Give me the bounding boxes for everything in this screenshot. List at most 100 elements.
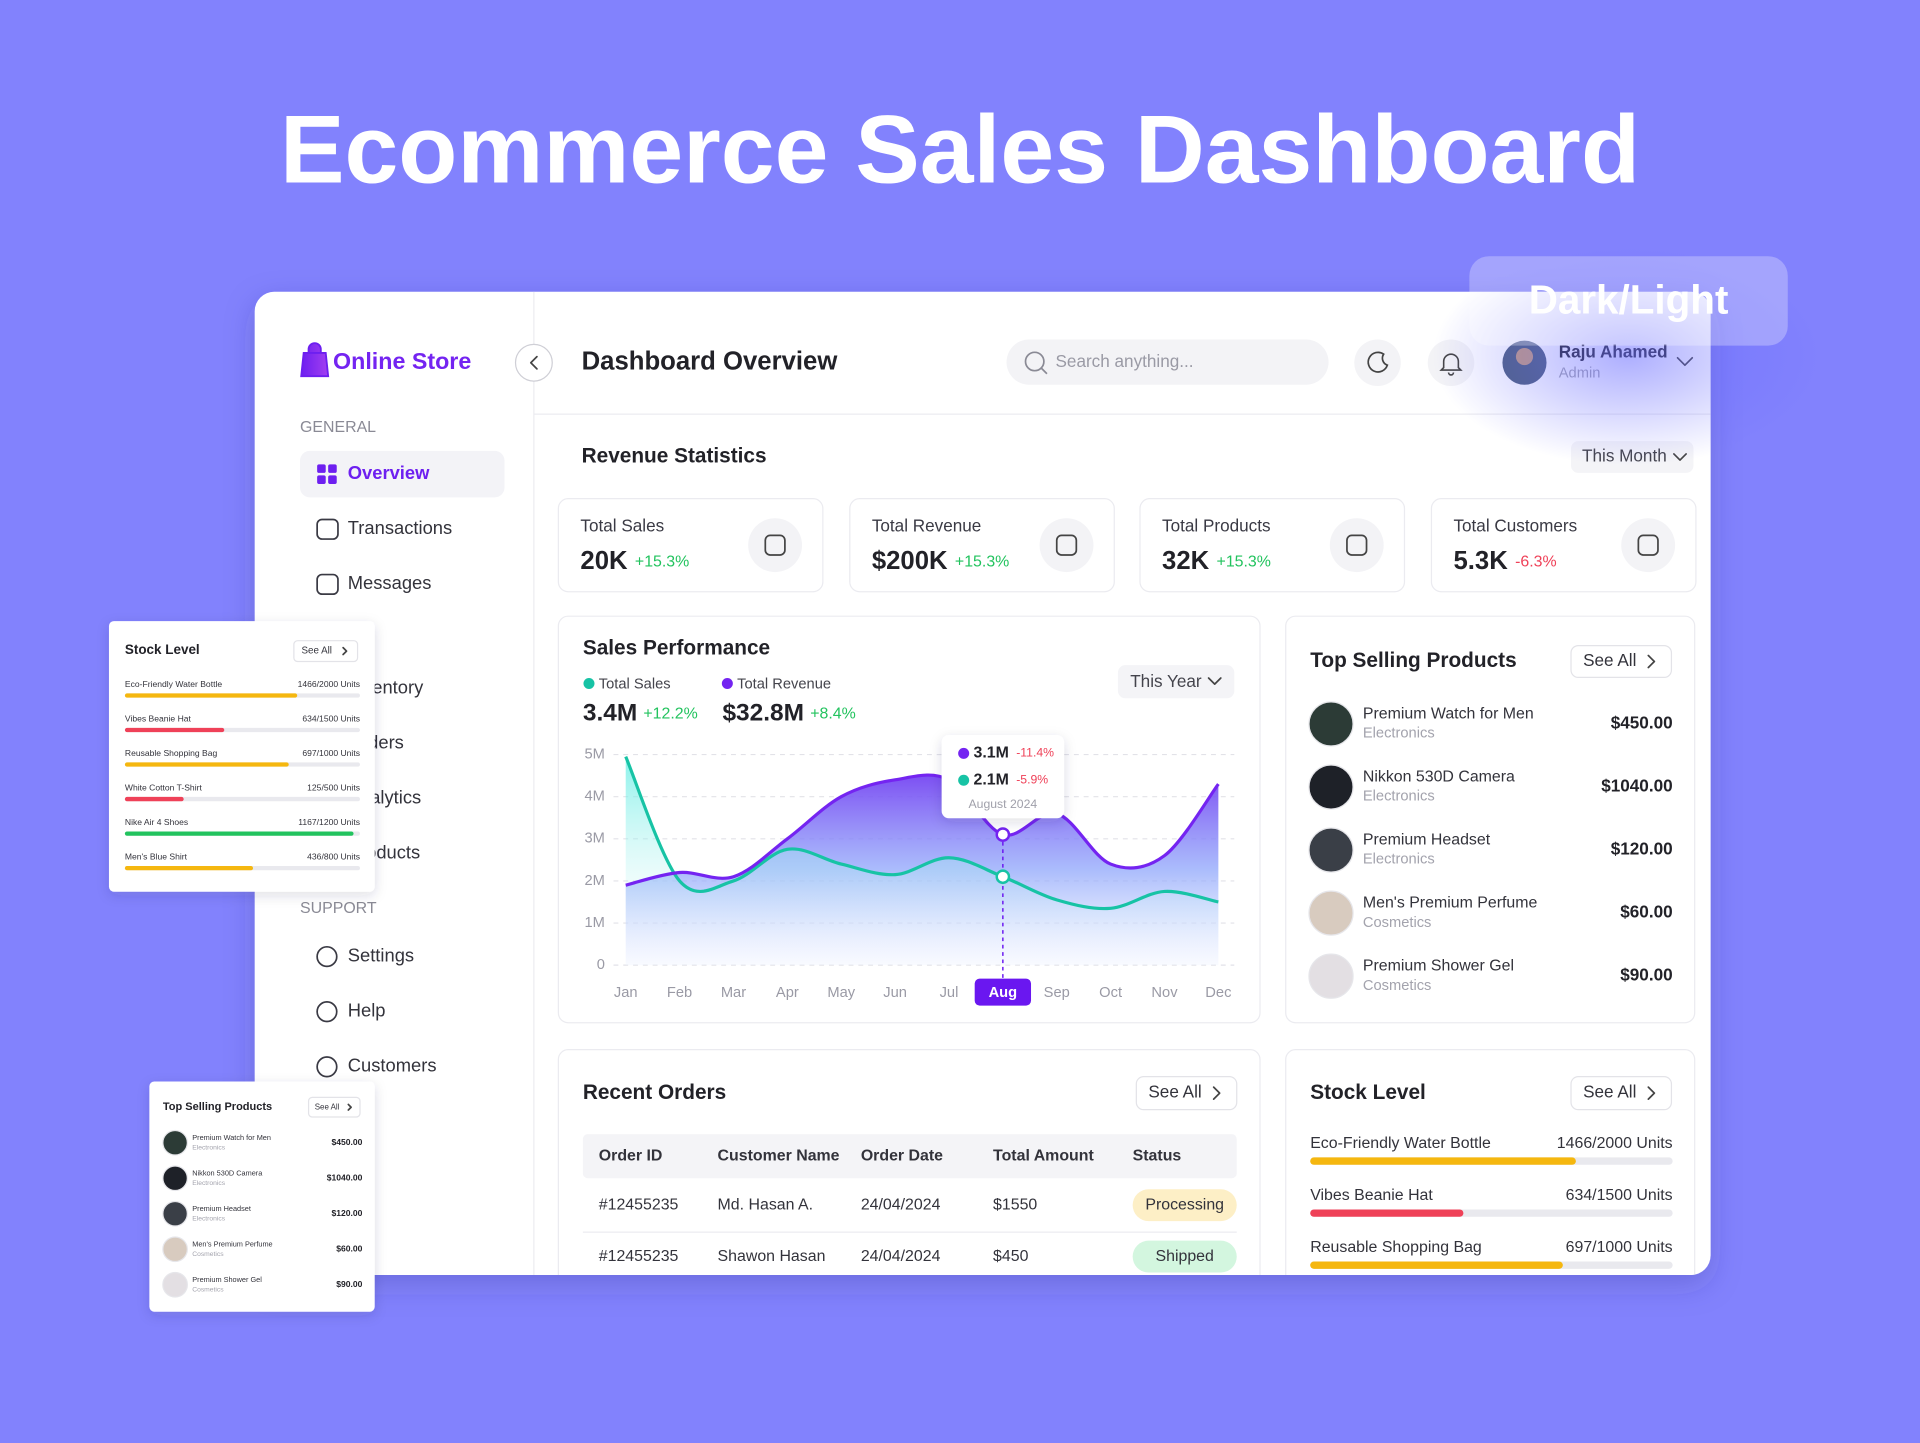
product-image xyxy=(162,1165,188,1192)
stock-units: 1167/1200 Units xyxy=(1558,1343,1673,1360)
table-header-cell: Order ID xyxy=(599,1147,663,1164)
x-highlight xyxy=(974,978,1032,1006)
stat-value: 32K xyxy=(1162,547,1210,575)
progress-bar xyxy=(1310,1157,1576,1165)
product-name: Nikkon 530D Camera xyxy=(1363,768,1515,785)
hover-point xyxy=(995,827,1011,842)
nav-item[interactable]: Transactions xyxy=(348,517,452,538)
see-all-label[interactable]: See All xyxy=(1583,650,1636,670)
product-price: $60.00 xyxy=(1620,902,1672,922)
stat-card xyxy=(557,498,824,593)
panel-title: Top Selling Products xyxy=(1310,649,1516,672)
tooltip-dot xyxy=(958,747,970,759)
product-name: Premium Watch for Men xyxy=(192,1133,271,1142)
stat-card xyxy=(1430,498,1697,593)
tooltip-label: August 2024 xyxy=(968,797,1037,811)
see-all-label[interactable]: See All xyxy=(1583,1082,1636,1102)
stock-name: Nike Air 4 Shoes xyxy=(125,817,188,827)
y-tick-label: 1M xyxy=(584,915,604,931)
brand-name: Online Store xyxy=(333,348,471,374)
stat-value: 5.3K xyxy=(1453,547,1508,575)
product-price: $90.00 xyxy=(336,1279,362,1289)
stat-label: Total Sales xyxy=(580,515,664,535)
series-change: +8.4% xyxy=(810,705,856,722)
see-all-button[interactable] xyxy=(293,640,359,663)
collapse-button[interactable] xyxy=(514,343,553,382)
stock-panel xyxy=(1285,1049,1696,1275)
stat-value: $200K xyxy=(872,547,948,575)
progress-track xyxy=(1310,1418,1672,1425)
progress-track xyxy=(1310,1366,1672,1373)
nav-icon xyxy=(328,475,337,484)
nav-item[interactable]: Messages xyxy=(348,572,432,593)
product-category: Electronics xyxy=(192,1180,225,1187)
see-all-button[interactable] xyxy=(307,1096,361,1118)
nav-icon xyxy=(317,464,326,473)
theme-badge-label: Dark/Light xyxy=(1529,276,1729,322)
filter-dropdown[interactable] xyxy=(1117,665,1235,699)
panel-title: Stock Level xyxy=(125,642,200,657)
progress-bar xyxy=(1310,1418,1508,1425)
panel-title: Stock Level xyxy=(1310,1081,1426,1104)
see-all-label[interactable]: See All xyxy=(1148,1082,1201,1102)
tooltip-change: -11.4% xyxy=(1016,746,1054,760)
stock-units: 436/800 Units xyxy=(307,852,360,862)
product-price: $60.00 xyxy=(336,1244,362,1254)
progress-bar xyxy=(124,727,225,733)
chevron-icon xyxy=(529,355,538,370)
progress-bar xyxy=(1310,1314,1401,1321)
see-all-label[interactable]: See All xyxy=(315,1102,340,1111)
product-image xyxy=(162,1236,188,1263)
product-price: $1040.00 xyxy=(1601,776,1672,796)
product-image xyxy=(162,1271,188,1298)
table-cell: #12455235 xyxy=(599,1248,679,1265)
stat-icon xyxy=(1637,534,1659,556)
nav-item[interactable]: Settings xyxy=(348,944,414,965)
table-cell: $450 xyxy=(993,1248,1029,1265)
nav-item[interactable]: Overview xyxy=(348,462,430,483)
product-image xyxy=(1308,953,1354,999)
overlay-card xyxy=(108,621,375,892)
product-price: $450.00 xyxy=(1611,712,1673,732)
brand-icon xyxy=(300,342,330,378)
progress-bar xyxy=(124,831,354,836)
see-all-button[interactable] xyxy=(1570,644,1673,679)
stock-name: Vibes Beanie Hat xyxy=(125,714,192,724)
stat-label: Total Products xyxy=(1162,515,1271,535)
search-box[interactable] xyxy=(1006,339,1329,385)
progress-bar xyxy=(124,865,254,871)
panel-title: Recent Orders xyxy=(583,1081,726,1104)
product-image xyxy=(1308,764,1354,810)
stock-units: 634/1500 Units xyxy=(302,714,360,724)
stock-name: Reusable Shopping Bag xyxy=(125,748,218,758)
x-tick-label: Jul xyxy=(940,985,959,1001)
table-cell: 24/04/2024 xyxy=(861,1196,941,1213)
status-pill xyxy=(1132,1240,1237,1273)
y-tick-label: 3M xyxy=(584,831,604,847)
x-tick-label: May xyxy=(827,985,855,1001)
product-name: Nikkon 530D Camera xyxy=(192,1168,263,1177)
see-all-button[interactable] xyxy=(1570,1075,1673,1111)
search-icon xyxy=(1040,367,1048,375)
series-total: 3.4M xyxy=(583,700,637,727)
status-label: Processing xyxy=(1145,1196,1224,1213)
x-tick-label: Sep xyxy=(1044,985,1070,1001)
see-all-button[interactable] xyxy=(1135,1075,1238,1111)
status-pill xyxy=(1132,1189,1237,1222)
hover-point xyxy=(995,869,1011,885)
theme-button[interactable] xyxy=(1354,339,1401,386)
stock-units: 125/500 Units xyxy=(307,783,360,793)
stock-units: 436/800 Units xyxy=(1574,1395,1672,1412)
x-tick-label: Oct xyxy=(1099,985,1122,1001)
stock-units: 1167/1200 Units xyxy=(298,817,360,827)
product-image xyxy=(1308,701,1354,747)
progress-bar xyxy=(1310,1209,1464,1217)
product-name: Premium Watch for Men xyxy=(1363,705,1534,722)
product-price: $1040.00 xyxy=(327,1173,363,1183)
see-all-label[interactable]: See All xyxy=(302,646,332,657)
nav-item[interactable]: Help xyxy=(348,1000,386,1021)
nav-item[interactable]: Customers xyxy=(348,1055,437,1076)
product-name: Men's Premium Perfume xyxy=(1363,895,1538,912)
stat-icon xyxy=(764,534,786,556)
